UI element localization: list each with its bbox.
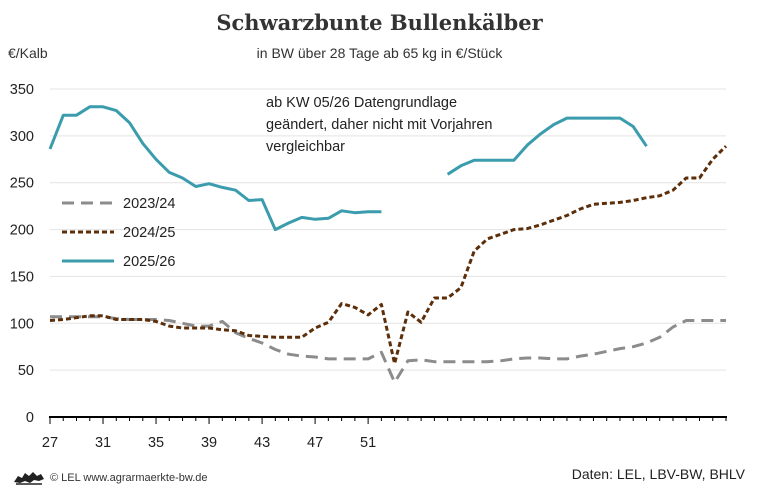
series-line (49, 145, 728, 366)
y-axis-label: €/Kalb (8, 45, 48, 61)
series-line (48, 105, 382, 232)
y-tick-label: 150 (10, 269, 34, 285)
chart-subtitle: in BW über 28 Tage ab 65 kg in €/Stück (256, 45, 503, 61)
annotation-line: vergleichbar (266, 139, 345, 155)
lion-logo-icon (14, 472, 44, 485)
legend-label: 2025/26 (123, 254, 175, 270)
x-tick-label: 51 (360, 435, 376, 451)
x-tick-label: 27 (42, 435, 58, 451)
x-tick-label: 43 (254, 435, 270, 451)
y-tick-label: 300 (10, 129, 34, 145)
y-tick-label: 250 (10, 176, 34, 192)
annotation-line: ab KW 05/26 Datengrundlage (266, 95, 458, 111)
y-tick-label: 50 (18, 363, 34, 379)
legend-label: 2023/24 (123, 196, 175, 212)
copyright-text: © LEL www.agrarmaerkte-bw.de (50, 472, 208, 484)
x-tick-label: 39 (201, 435, 217, 451)
y-tick-label: 100 (10, 316, 34, 332)
legend-label: 2024/25 (123, 225, 175, 241)
chart-annotation: ab KW 05/26 Datengrundlage geändert, dah… (266, 92, 566, 158)
y-tick-label: 0 (26, 410, 34, 426)
x-tick-label: 47 (307, 435, 323, 451)
y-tick-label: 200 (10, 223, 34, 239)
x-tick-label: 35 (148, 435, 164, 451)
x-tick-label: 31 (95, 435, 111, 451)
annotation-line: geändert, daher nicht mit Vorjahren (266, 117, 493, 133)
y-tick-label: 350 (10, 82, 34, 98)
chart-title: Schwarzbunte Bullenkälber (216, 10, 543, 35)
data-source-text: Daten: LEL, LBV-BW, BHLV (571, 466, 745, 482)
series-line (446, 116, 648, 176)
series-line (50, 315, 726, 384)
